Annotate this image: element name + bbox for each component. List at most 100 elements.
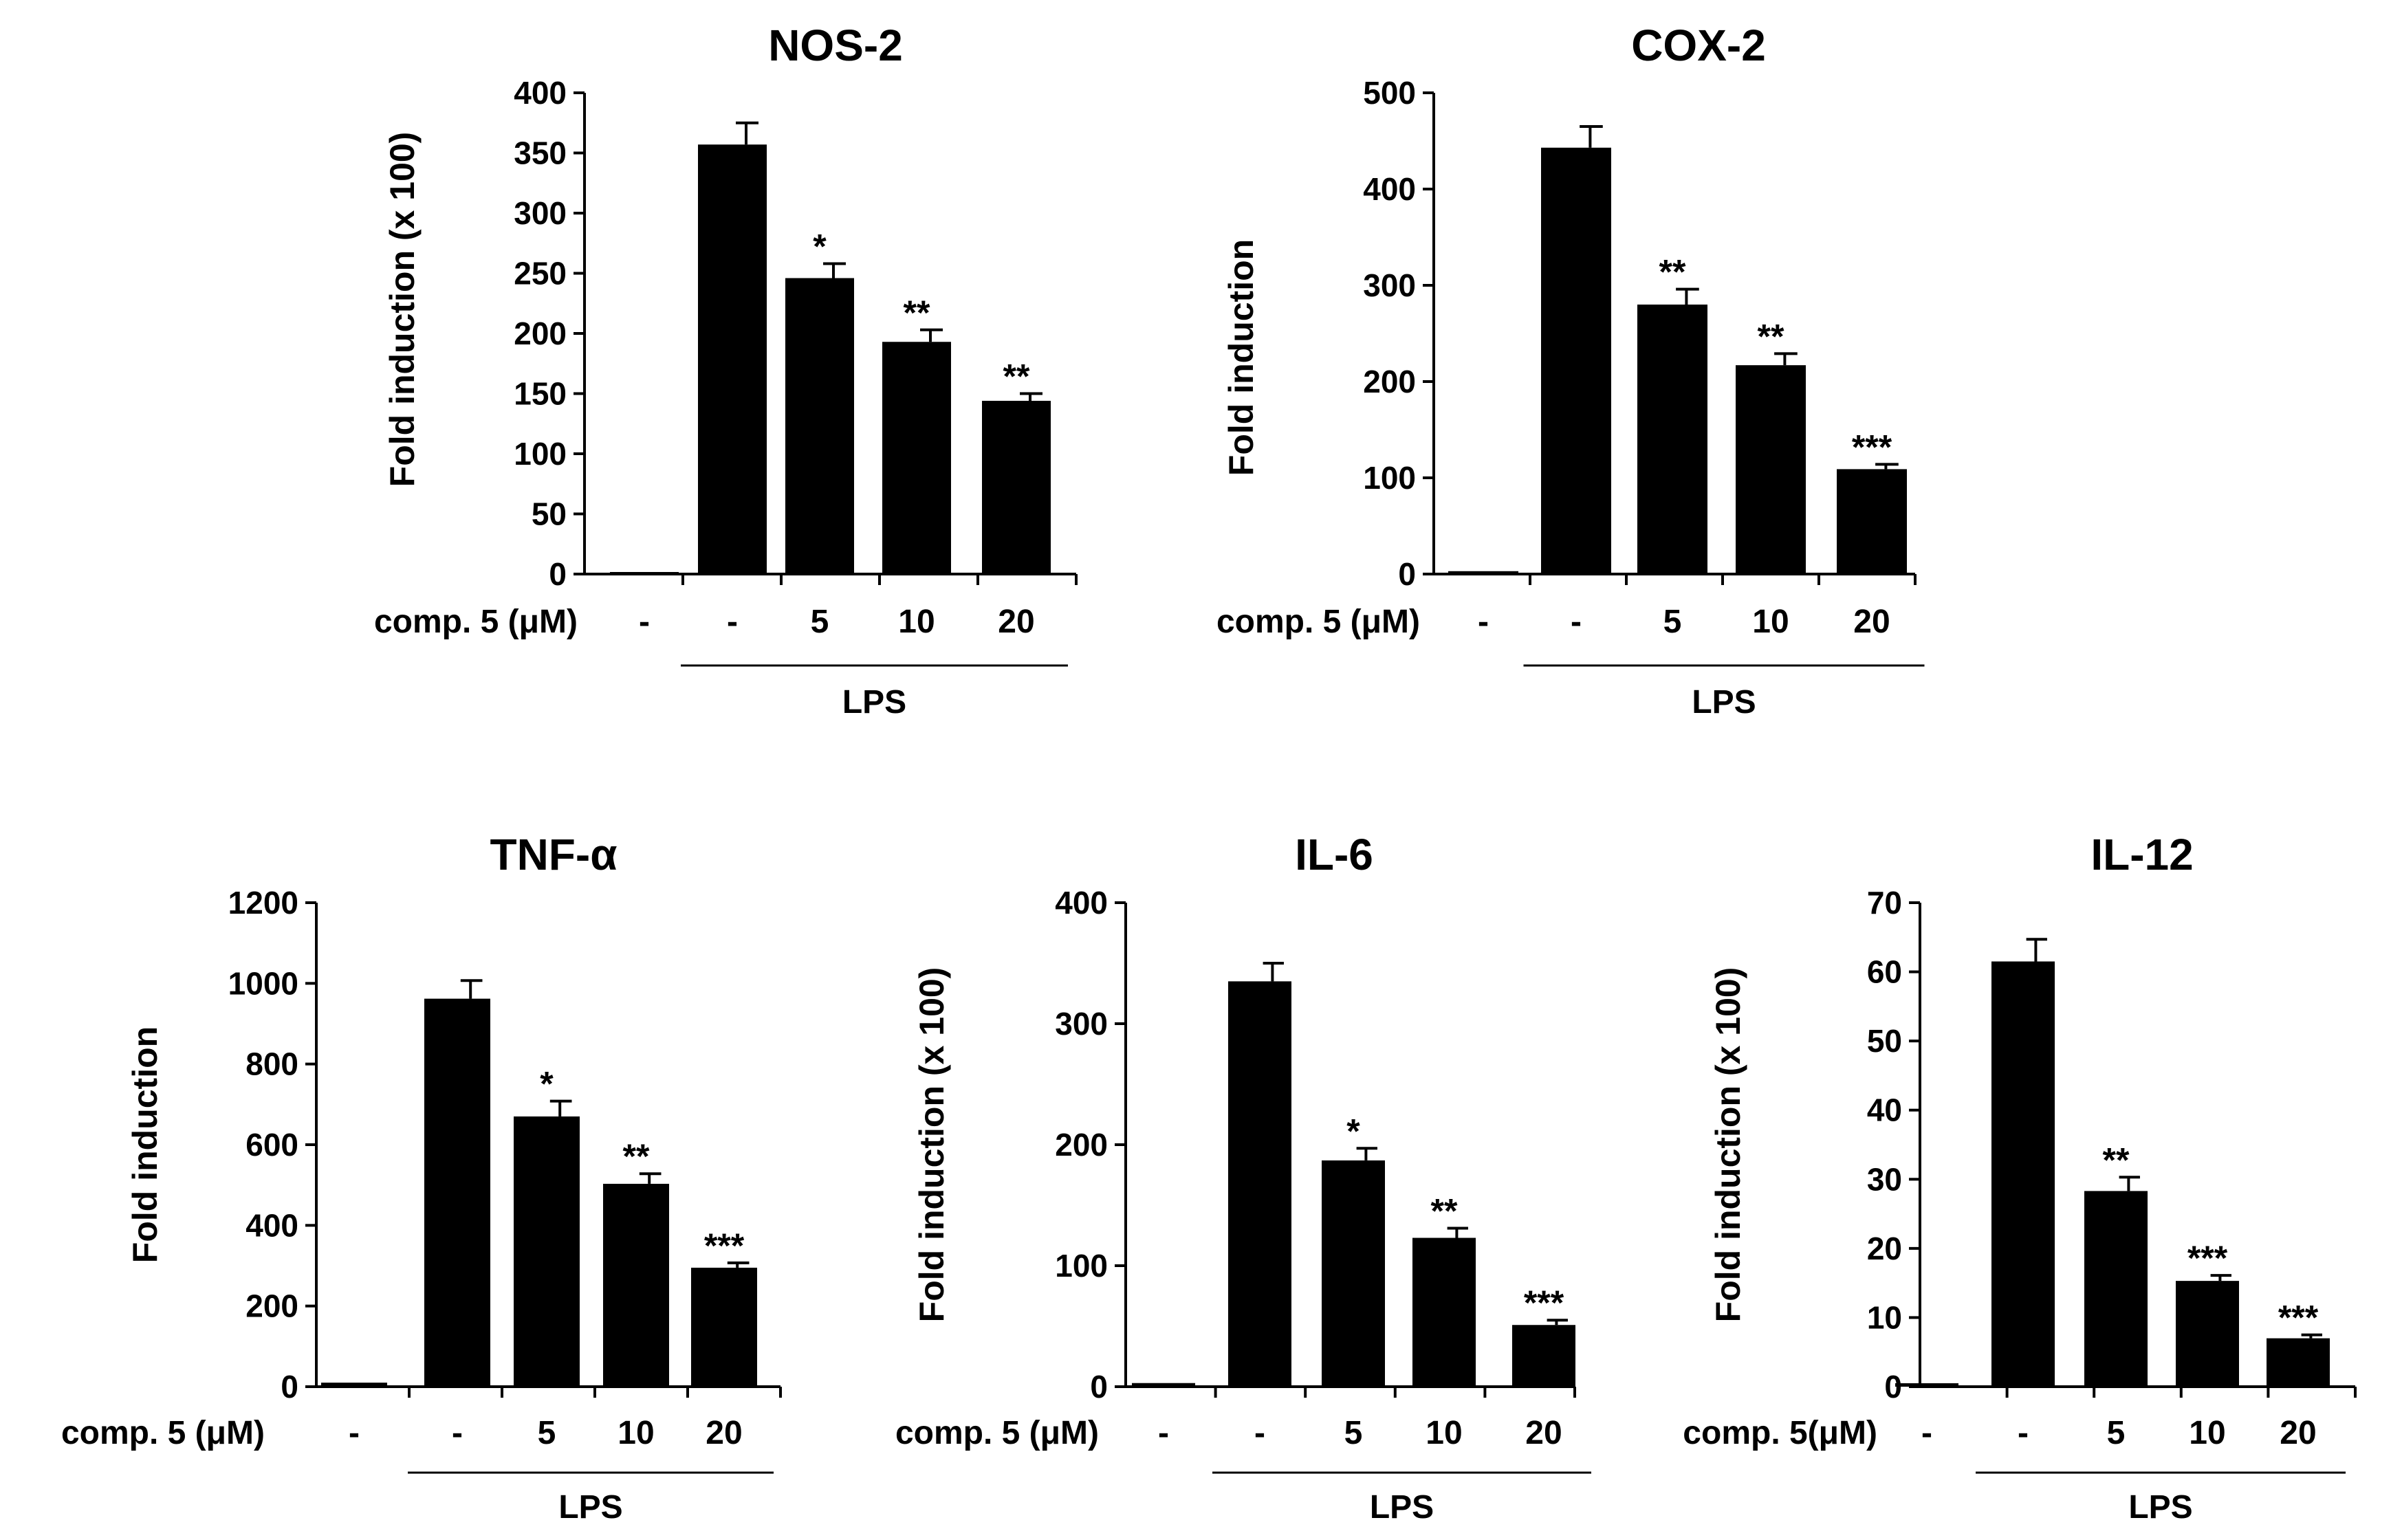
bar bbox=[321, 1383, 387, 1387]
bar bbox=[982, 401, 1051, 574]
category-label: 20 bbox=[1853, 604, 1890, 640]
significance-label: *** bbox=[1852, 428, 1892, 466]
y-tick-label: 400 bbox=[1363, 171, 1416, 207]
y-tick-label: 400 bbox=[514, 75, 567, 111]
y-tick-label: 300 bbox=[514, 195, 567, 231]
category-label: 5 bbox=[538, 1415, 556, 1451]
category-label: - bbox=[452, 1415, 463, 1451]
category-label: 10 bbox=[2189, 1415, 2225, 1451]
y-tick-label: 500 bbox=[1363, 75, 1416, 111]
y-tick-label: 0 bbox=[549, 556, 567, 592]
category-label: 20 bbox=[1525, 1415, 1562, 1451]
category-label: 20 bbox=[998, 604, 1034, 640]
y-tick-label: 400 bbox=[1055, 885, 1108, 921]
bar bbox=[1736, 365, 1806, 574]
category-label: 10 bbox=[1752, 604, 1789, 640]
y-axis-label: Fold induction bbox=[126, 1026, 164, 1263]
y-tick-label: 50 bbox=[532, 496, 567, 532]
row-label: comp. 5 (μM) bbox=[374, 604, 578, 640]
category-label: - bbox=[639, 604, 650, 640]
category-label: 5 bbox=[1344, 1415, 1363, 1451]
significance-label: ** bbox=[1659, 253, 1686, 292]
bar bbox=[2176, 1281, 2239, 1387]
y-tick-label: 800 bbox=[245, 1046, 298, 1082]
bar bbox=[1837, 469, 1907, 574]
y-tick-label: 200 bbox=[1055, 1127, 1108, 1163]
row-label: comp. 5(μM) bbox=[1683, 1415, 1877, 1451]
y-tick-label: 1000 bbox=[228, 965, 298, 1001]
significance-label: ** bbox=[1431, 1191, 1458, 1230]
bar bbox=[698, 144, 767, 574]
chart-panel: IL-6 0 100 200 300 400 Fold induction (x 100) -… bbox=[895, 830, 1591, 1526]
group-label: LPS bbox=[1370, 1489, 1434, 1526]
significance-label: *** bbox=[2278, 1299, 2319, 1337]
category-label: - bbox=[1254, 1415, 1265, 1451]
y-tick-label: 70 bbox=[1867, 885, 1902, 921]
y-tick-label: 40 bbox=[1867, 1092, 1902, 1128]
chart-title: TNF-α bbox=[490, 830, 617, 879]
category-label: 10 bbox=[898, 604, 935, 640]
significance-label: * bbox=[813, 228, 827, 266]
category-label: 10 bbox=[1426, 1415, 1462, 1451]
category-label: - bbox=[727, 604, 738, 640]
bar bbox=[1895, 1383, 1958, 1387]
bar bbox=[1512, 1325, 1575, 1387]
category-label: 10 bbox=[618, 1415, 654, 1451]
y-tick-label: 10 bbox=[1867, 1299, 1902, 1335]
y-tick-label: 250 bbox=[514, 256, 567, 292]
group-label: LPS bbox=[842, 684, 906, 720]
y-tick-label: 100 bbox=[1055, 1248, 1108, 1284]
y-tick-label: 1200 bbox=[228, 885, 298, 921]
y-axis-label: Fold induction (x 100) bbox=[913, 967, 951, 1323]
y-tick-label: 0 bbox=[1090, 1369, 1108, 1405]
bar bbox=[1132, 1383, 1195, 1387]
category-label: - bbox=[1478, 604, 1489, 640]
y-tick-label: 200 bbox=[514, 316, 567, 351]
category-label: 20 bbox=[706, 1415, 742, 1451]
y-tick-label: 600 bbox=[245, 1127, 298, 1163]
bar bbox=[1637, 305, 1707, 574]
significance-label: *** bbox=[2187, 1239, 2228, 1277]
bar bbox=[1228, 981, 1291, 1387]
significance-label: ** bbox=[2103, 1141, 2130, 1179]
category-label: - bbox=[1921, 1415, 1932, 1451]
y-tick-label: 200 bbox=[1363, 364, 1416, 399]
chart-panel: NOS-2 0 50 100 150 200 250 300 350 400 Fold induct… bbox=[374, 21, 1078, 720]
y-tick-label: 30 bbox=[1867, 1161, 1902, 1197]
y-tick-label: 0 bbox=[281, 1369, 298, 1405]
y-tick-label: 150 bbox=[514, 376, 567, 412]
chart-title: IL-6 bbox=[1295, 830, 1373, 879]
row-label: comp. 5 (μM) bbox=[1216, 604, 1420, 640]
row-label: comp. 5 (μM) bbox=[61, 1415, 265, 1451]
bar bbox=[1541, 147, 1611, 575]
significance-label: ** bbox=[1003, 358, 1030, 396]
significance-label: * bbox=[540, 1065, 554, 1103]
bar bbox=[691, 1267, 757, 1387]
y-tick-label: 400 bbox=[245, 1207, 298, 1243]
y-tick-label: 350 bbox=[514, 135, 567, 171]
chart-panel: TNF-α 0 200 400 600 800 1000 1200 Fold induction… bbox=[61, 830, 782, 1526]
significance-label: *** bbox=[704, 1226, 745, 1265]
row-label: comp. 5 (μM) bbox=[895, 1415, 1099, 1451]
group-label: LPS bbox=[2128, 1489, 2192, 1526]
y-tick-label: 50 bbox=[1867, 1023, 1902, 1059]
group-label: LPS bbox=[1692, 684, 1756, 720]
bar bbox=[785, 278, 854, 574]
significance-label: ** bbox=[1758, 317, 1784, 355]
bar bbox=[514, 1116, 580, 1387]
bar bbox=[2084, 1191, 2148, 1387]
y-tick-label: 300 bbox=[1363, 267, 1416, 303]
bar bbox=[2267, 1338, 2330, 1387]
chart-title: IL-12 bbox=[2090, 830, 2193, 879]
y-tick-label: 0 bbox=[1398, 556, 1416, 592]
y-axis-label: Fold induction (x 100) bbox=[383, 132, 422, 487]
bar bbox=[882, 342, 951, 574]
bar bbox=[1448, 571, 1518, 574]
bar bbox=[1412, 1238, 1476, 1387]
y-tick-label: 100 bbox=[514, 436, 567, 472]
category-label: 5 bbox=[1663, 604, 1682, 640]
y-tick-label: 20 bbox=[1867, 1231, 1902, 1266]
category-label: 5 bbox=[811, 604, 829, 640]
bar bbox=[1991, 961, 2055, 1387]
